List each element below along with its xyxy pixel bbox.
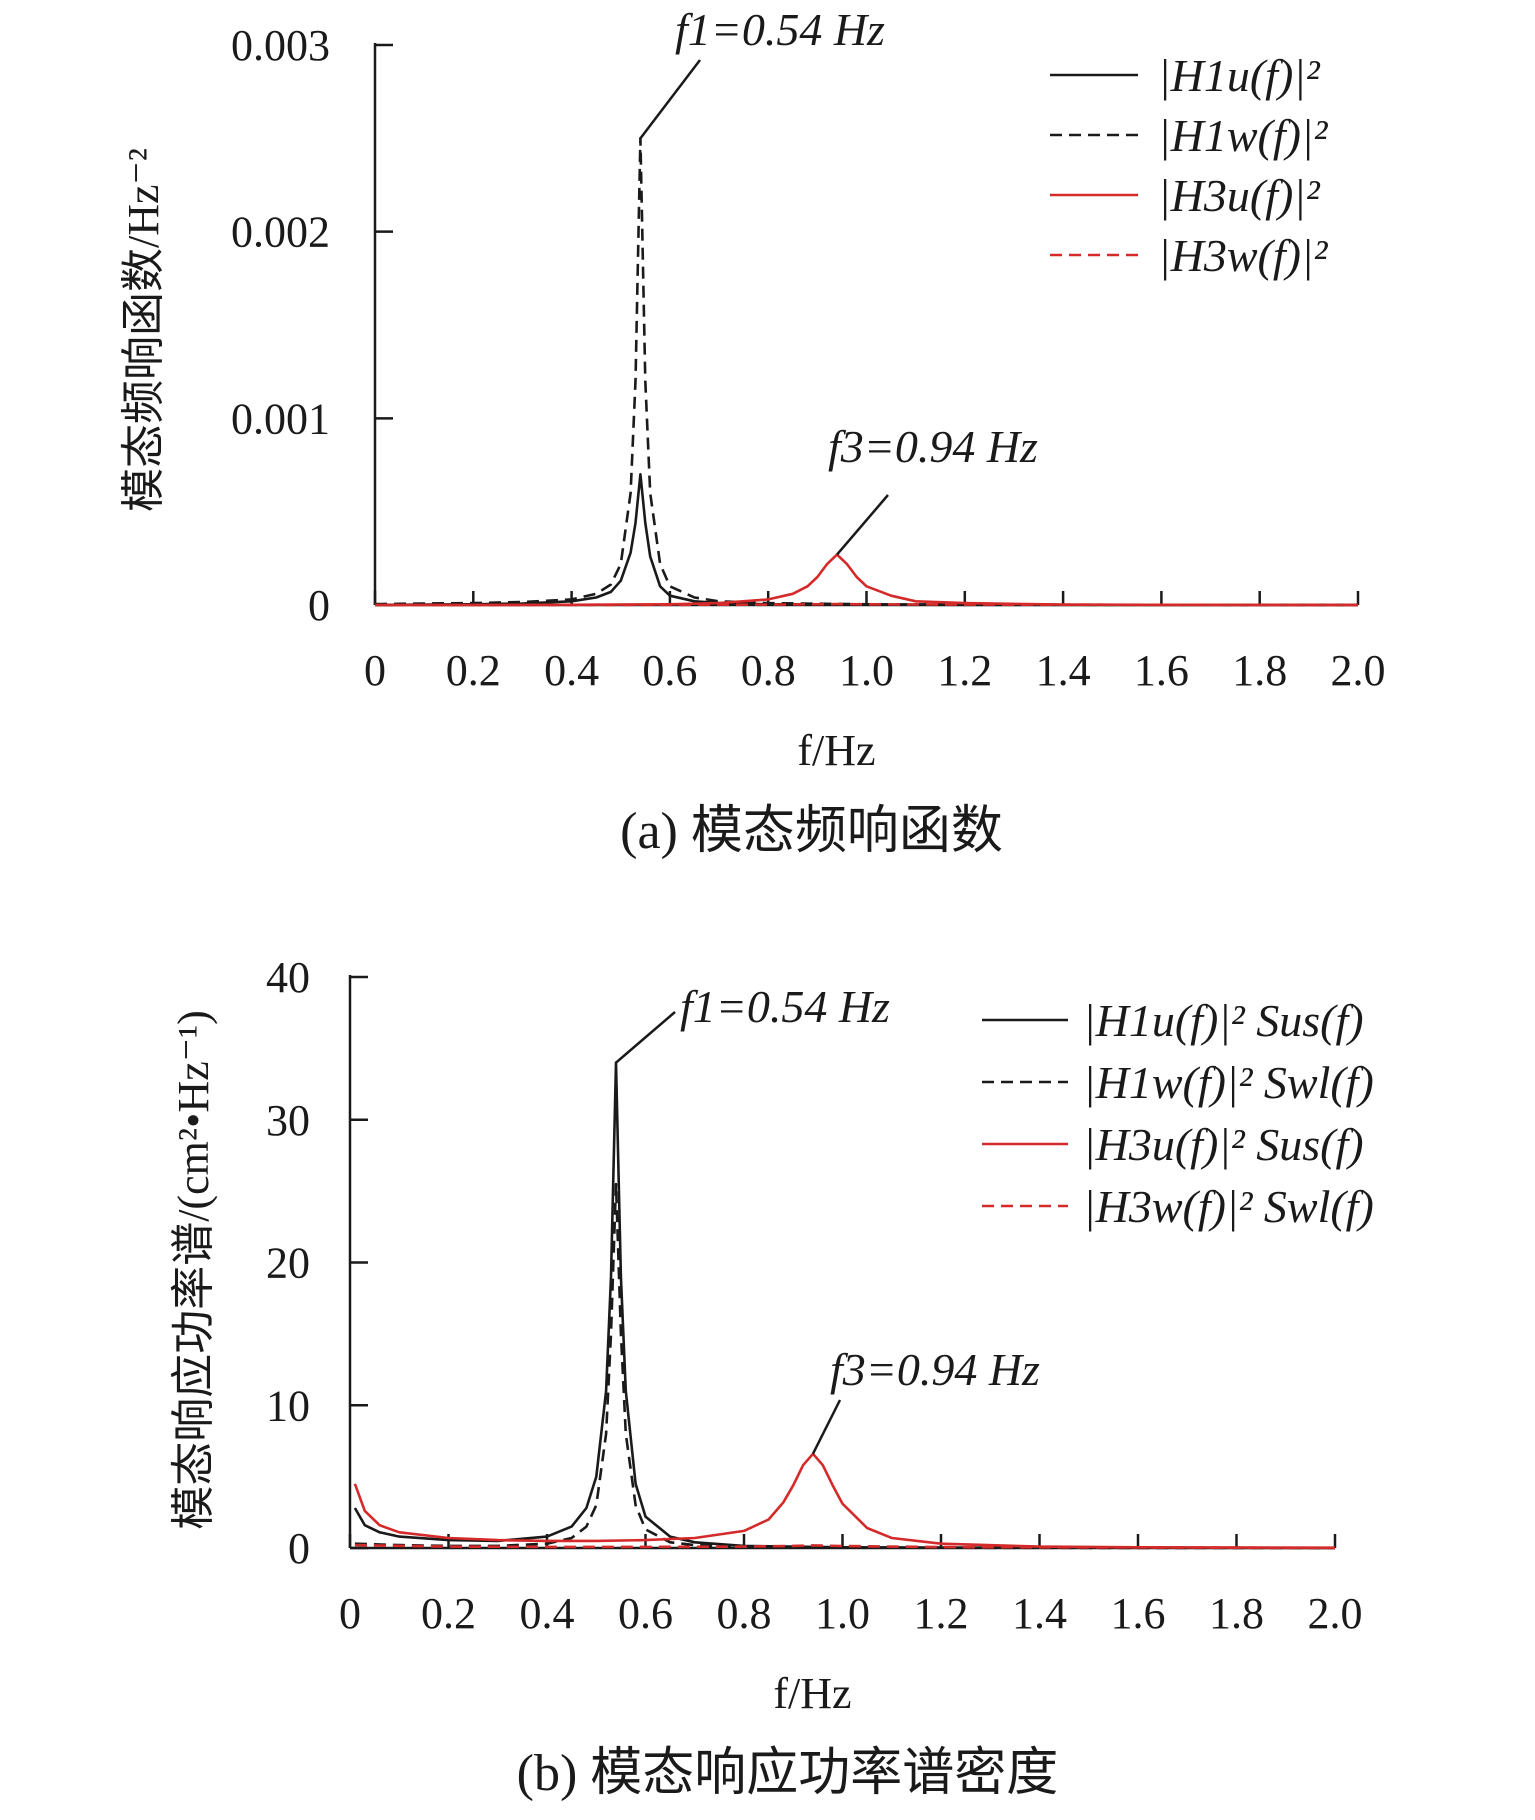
y-tick-label: 0.002 (231, 208, 330, 257)
x-tick-label: 0 (364, 646, 386, 695)
x-tick-label: 0.4 (544, 646, 599, 695)
x-tick-label: 1.6 (1134, 646, 1189, 695)
y-tick-label: 0.001 (231, 394, 330, 443)
x-tick-label: 0.2 (421, 1589, 476, 1638)
caption: (b) 模态响应功率谱密度 (517, 1745, 1059, 1802)
x-tick-label: 0 (339, 1589, 361, 1638)
series-line-4 (375, 602, 1359, 607)
y-tick-label: 0 (308, 581, 330, 630)
x-tick-label: 1.2 (914, 1589, 969, 1638)
x-tick-label: 0.4 (520, 1589, 575, 1638)
annotation-label: f1=0.54 Hz (675, 4, 885, 55)
legend-entry: |H1u(f)|² Sus(f) (1083, 995, 1364, 1046)
y-tick-label: 30 (266, 1096, 310, 1145)
series-line-2 (374, 137, 1359, 607)
annotation-leader (615, 1011, 676, 1064)
y-tick-label: 20 (266, 1239, 310, 1288)
x-tick-label: 1.8 (1209, 1589, 1264, 1638)
x-tick-label: 0.8 (717, 1589, 772, 1638)
annotation-label: f1=0.54 Hz (680, 981, 890, 1032)
y-axis-label: 模态频响函数/Hz⁻² (119, 148, 168, 512)
legend-entry: |H3w(f)|² Swl(f) (1083, 1181, 1374, 1232)
x-tick-label: 0.8 (741, 646, 796, 695)
legend: |H1u(f)|² |H1w(f)|² |H3u(f)|² |H3w(f)|² (1050, 50, 1329, 281)
caption: (a) 模态频响函数 (620, 803, 1003, 860)
x-tick-label: 0.2 (446, 646, 501, 695)
x-tick-label: 1.0 (815, 1589, 870, 1638)
annotation-label: f3=0.94 Hz (828, 421, 1038, 472)
y-tick-label: 10 (266, 1381, 310, 1430)
x-tick-label: 0.6 (642, 646, 697, 695)
x-tick-label: 2.0 (1308, 1589, 1363, 1638)
chart-b: 0 10 20 30 40 0 0.2 0.4 0.6 0.8 1.0 1.2 1.4 1.6 1.8 2.0… (169, 953, 1374, 1802)
legend-entry: |H1w(f)|² Swl(f) (1083, 1057, 1374, 1108)
legend-entry: |H1u(f)|² (1158, 50, 1321, 101)
x-tick-label: 0.6 (618, 1589, 673, 1638)
legend-entry: |H1w(f)|² (1158, 110, 1329, 161)
x-tick-label: 2.0 (1331, 646, 1386, 695)
x-tick-label: 1.4 (1036, 646, 1091, 695)
series-line-3 (353, 1452, 1336, 1549)
legend-entry: |H3u(f)|² Sus(f) (1083, 1119, 1364, 1170)
annotation-leader (836, 494, 889, 556)
x-tick-label: 1.8 (1232, 646, 1287, 695)
y-tick-label: 0.003 (231, 21, 330, 70)
x-tick-label: 1.4 (1012, 1589, 1067, 1638)
series-line-4 (354, 1543, 1336, 1550)
series-line-3 (375, 553, 1359, 607)
x-axis-label: f/Hz (773, 1669, 851, 1718)
chart-a: 0 0.001 0.002 0.003 0 0.2 0.4 0.6 0.8 1.0 1.2 1.4 1.… (119, 4, 1386, 860)
legend-entry: |H3u(f)|² (1158, 170, 1321, 221)
legend-entry: |H3w(f)|² (1158, 230, 1329, 281)
annotation-leader (811, 1399, 842, 1455)
x-tick-label: 1.2 (937, 646, 992, 695)
x-tick-label: 1.0 (839, 646, 894, 695)
x-tick-label: 1.6 (1111, 1589, 1166, 1638)
annotation-leader (639, 59, 701, 140)
annotation-label: f3=0.94 Hz (830, 1344, 1040, 1395)
x-axis-label: f/Hz (797, 726, 875, 775)
y-axis-label: 模态响应功率谱/(cm²•Hz⁻¹) (169, 1010, 218, 1530)
y-tick-label: 0 (288, 1524, 310, 1573)
y-tick-label: 40 (266, 953, 310, 1002)
legend: |H1u(f)|² Sus(f) |H1w(f)|² Swl(f) |H3u(f)|… (982, 995, 1374, 1232)
